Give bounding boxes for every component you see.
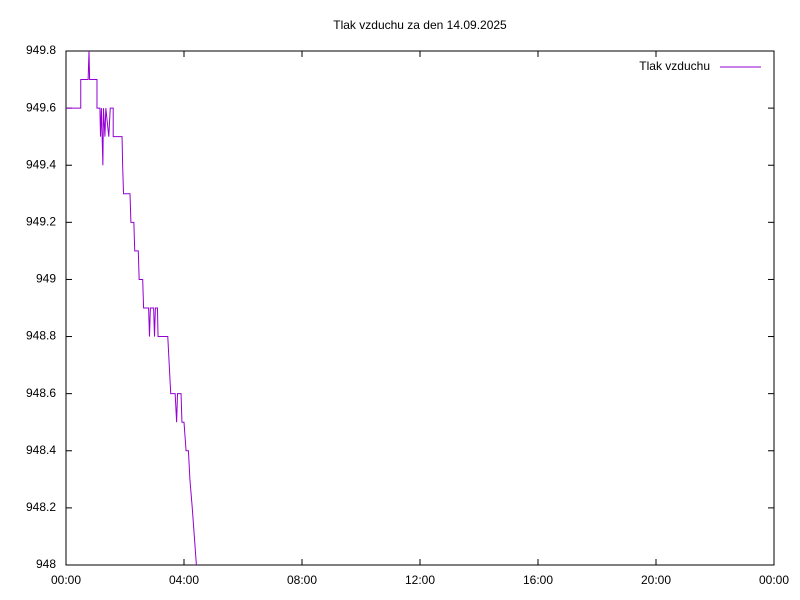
- x-tick-label: 08:00: [287, 573, 317, 587]
- y-tick-label: 948.8: [26, 329, 56, 343]
- x-tick-label: 00:00: [51, 573, 81, 587]
- legend-label: Tlak vzduchu: [639, 59, 710, 73]
- y-tick-label: 949.2: [26, 215, 56, 229]
- y-tick-label: 948.2: [26, 500, 56, 514]
- y-tick-label: 949: [36, 272, 56, 286]
- x-tick-label: 00:00: [759, 573, 789, 587]
- x-tick-label: 12:00: [405, 573, 435, 587]
- x-tick-label: 16:00: [523, 573, 553, 587]
- y-tick-label: 948.4: [26, 443, 56, 457]
- x-tick-label: 04:00: [169, 573, 199, 587]
- data-line: [66, 50, 197, 566]
- x-tick-label: 20:00: [641, 573, 671, 587]
- chart-title: Tlak vzduchu za den 14.09.2025: [333, 18, 507, 32]
- y-tick-label: 949.6: [26, 100, 56, 114]
- y-tick-label: 949.4: [26, 157, 56, 171]
- y-tick-label: 949.8: [26, 43, 56, 57]
- y-tick-label: 948: [36, 557, 56, 571]
- y-tick-label: 948.6: [26, 386, 56, 400]
